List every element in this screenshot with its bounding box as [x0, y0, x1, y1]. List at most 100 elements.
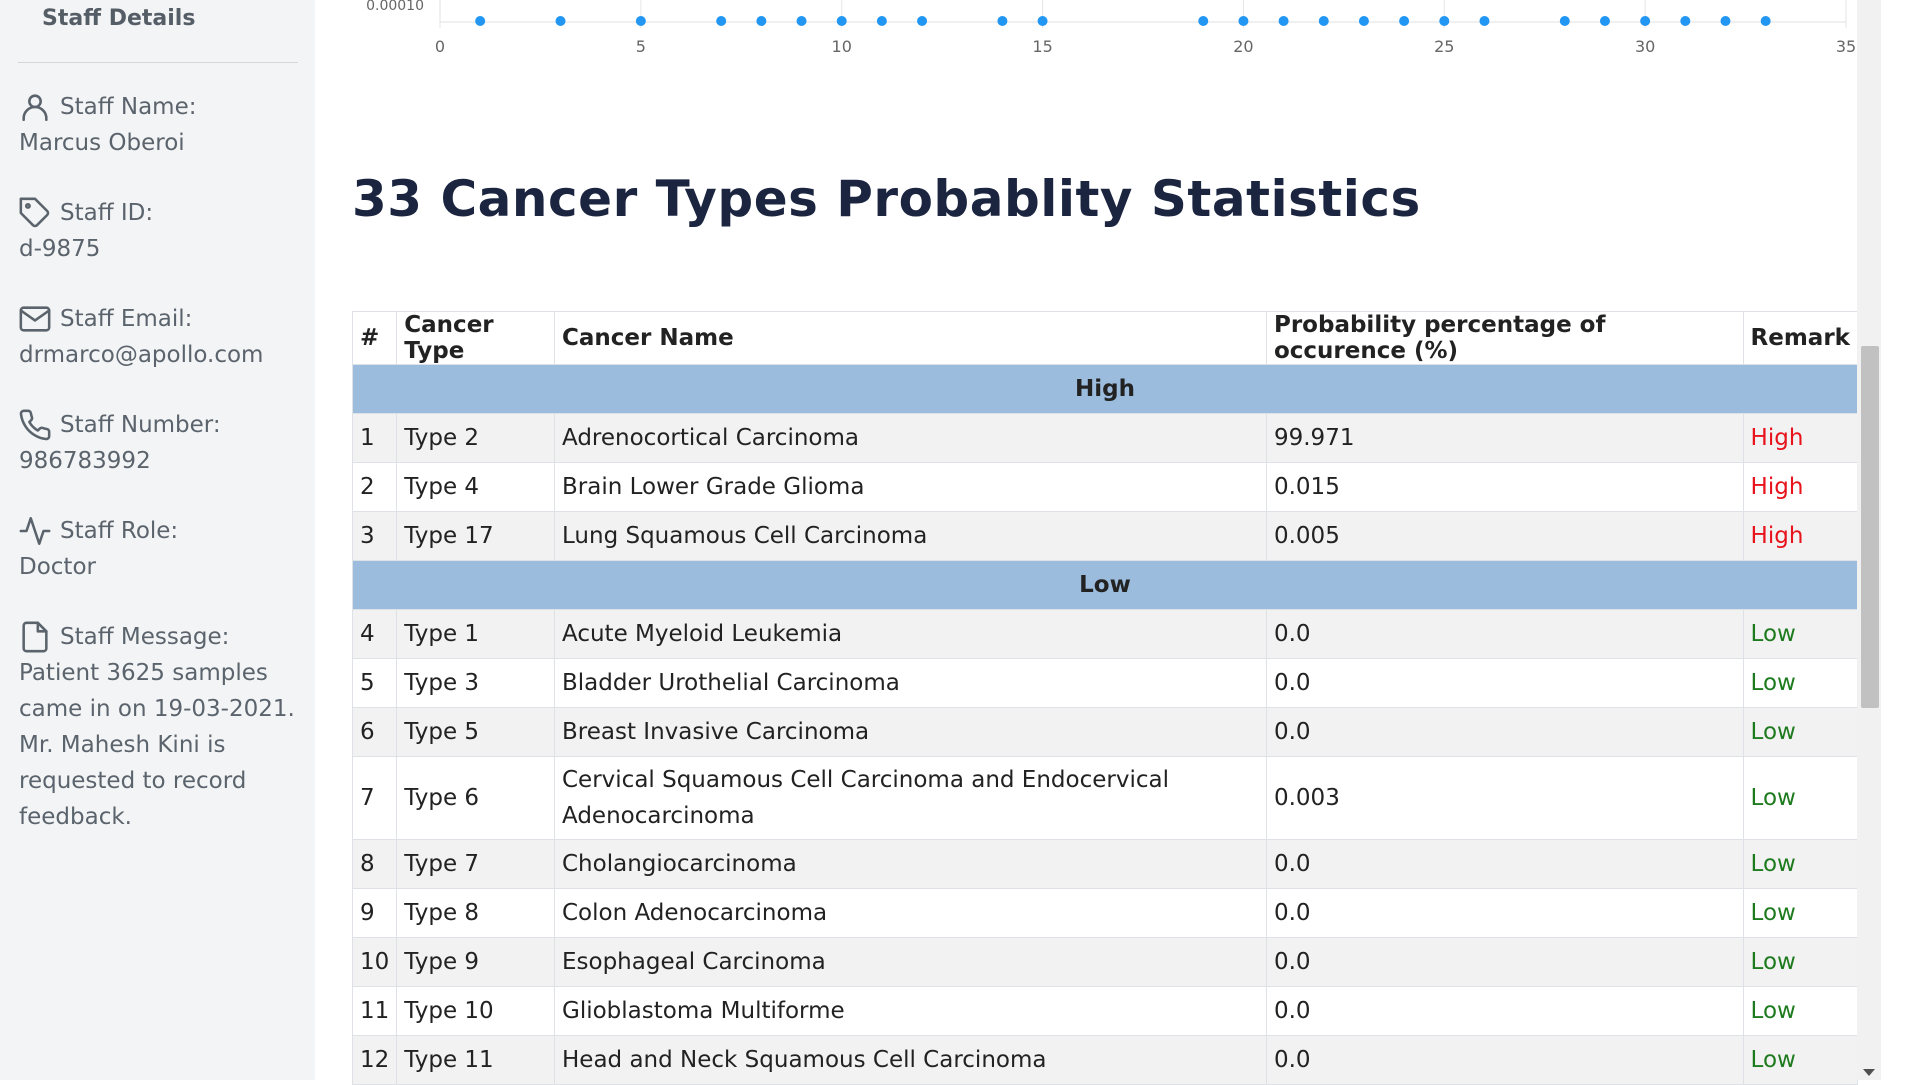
- cell-number: 12: [351, 1035, 398, 1085]
- cell-probability: 0.015: [1265, 462, 1744, 512]
- probability-scatter-chart: 0.00010 0 5 10 15 20 25 30 35: [366, 0, 1856, 56]
- cell-number: 10: [351, 937, 398, 987]
- data-point[interactable]: [997, 16, 1008, 26]
- data-point[interactable]: [1238, 16, 1249, 26]
- mail-icon: [19, 306, 51, 332]
- staff-message-label: Staff Message:: [60, 624, 230, 650]
- sidebar-title: Staff Details: [42, 6, 196, 31]
- data-point[interactable]: [1278, 16, 1289, 26]
- page-heading: 33 Cancer Types Probablity Statistics: [352, 170, 1421, 228]
- data-point[interactable]: [1680, 16, 1691, 26]
- cell-cancer-type: Type 3: [396, 658, 555, 708]
- cell-probability: 0.003: [1265, 756, 1744, 840]
- data-point[interactable]: [1479, 16, 1490, 26]
- cell-number: 1: [351, 413, 398, 463]
- cell-number: 4: [351, 609, 398, 659]
- cell-cancer-type: Type 9: [396, 937, 555, 987]
- data-point[interactable]: [1318, 16, 1329, 26]
- cell-cancer-name: Lung Squamous Cell Carcinoma: [554, 511, 1267, 561]
- cell-number: 3: [351, 511, 398, 561]
- data-point[interactable]: [1559, 16, 1570, 26]
- staff-email-label: Staff Email:: [60, 306, 193, 332]
- table-row: 9 Type 8 Colon Adenocarcinoma 0.0 Low: [351, 888, 1859, 938]
- staff-id-label: Staff ID:: [60, 200, 154, 226]
- cell-number: 9: [351, 888, 398, 938]
- cell-probability: 0.0: [1265, 609, 1744, 659]
- data-point[interactable]: [1640, 16, 1651, 26]
- data-point[interactable]: [1198, 16, 1209, 26]
- table-row: 8 Type 7 Cholangiocarcinoma 0.0 Low: [351, 839, 1859, 889]
- data-point[interactable]: [1358, 16, 1369, 26]
- cell-cancer-name: Glioblastoma Multiforme: [554, 986, 1267, 1036]
- data-point[interactable]: [1439, 16, 1450, 26]
- data-point[interactable]: [796, 16, 807, 26]
- page-scrollbar[interactable]: [1857, 0, 1881, 1080]
- x-tick-label: 0: [435, 37, 445, 56]
- file-icon: [22, 621, 48, 653]
- data-point[interactable]: [1399, 16, 1410, 26]
- data-point[interactable]: [555, 16, 566, 26]
- cell-cancer-name: Colon Adenocarcinoma: [554, 888, 1267, 938]
- staff-number-field: Staff Number: 986783992: [18, 407, 297, 479]
- x-tick-label: 20: [1233, 37, 1253, 56]
- data-point[interactable]: [1760, 16, 1771, 26]
- staff-id-field: Staff ID: d-9875: [18, 195, 297, 267]
- table-row: 7 Type 6 Cervical Squamous Cell Carcinoma …: [351, 756, 1859, 840]
- cell-cancer-name: Head and Neck Squamous Cell Carcinoma: [554, 1035, 1267, 1085]
- data-point[interactable]: [635, 16, 646, 26]
- cell-cancer-type: Type 4: [396, 462, 555, 512]
- data-point[interactable]: [475, 16, 486, 26]
- staff-id-value: d-9875: [19, 236, 101, 262]
- data-point[interactable]: [716, 16, 727, 26]
- group-row-low: Low: [352, 560, 1858, 610]
- tag-icon: [19, 197, 50, 228]
- sidebar-divider: [18, 62, 298, 63]
- cell-remark: Low: [1742, 839, 1859, 889]
- scroll-down-arrow-icon[interactable]: [1863, 1069, 1875, 1076]
- cell-remark: High: [1742, 413, 1859, 463]
- data-point[interactable]: [1720, 16, 1731, 26]
- staff-message-value: Patient 3625 samples came in on 19-03-20…: [19, 660, 295, 830]
- cell-number: 7: [351, 756, 398, 840]
- staff-name-label: Staff Name:: [60, 94, 197, 120]
- cell-cancer-name: Cervical Squamous Cell Carcinoma and End…: [554, 756, 1267, 840]
- staff-name-field: Staff Name: Marcus Oberoi: [18, 89, 297, 161]
- scrollbar-thumb[interactable]: [1861, 346, 1879, 708]
- table-row: 4 Type 1 Acute Myeloid Leukemia 0.0 Low: [351, 609, 1859, 659]
- table-header-row: # Cancer Type Cancer Name Probability pe…: [351, 311, 1859, 365]
- header-cancer-name: Cancer Name: [554, 311, 1267, 365]
- cell-cancer-type: Type 10: [396, 986, 555, 1036]
- table-row: 11 Type 10 Glioblastoma Multiforme 0.0 Low: [351, 986, 1859, 1036]
- cell-cancer-name: Cholangiocarcinoma: [554, 839, 1267, 889]
- activity-icon: [19, 516, 51, 546]
- cell-remark: Low: [1742, 986, 1859, 1036]
- staff-role-value: Doctor: [19, 554, 96, 580]
- cell-number: 2: [351, 462, 398, 512]
- x-tick-label: 10: [832, 37, 852, 56]
- data-point[interactable]: [1037, 16, 1048, 26]
- staff-details-sidebar: Staff Details Staff Name: Marcus Oberoi …: [0, 0, 315, 1080]
- x-tick-label: 25: [1434, 37, 1454, 56]
- cell-cancer-type: Type 7: [396, 839, 555, 889]
- cell-remark: Low: [1742, 1035, 1859, 1085]
- data-point[interactable]: [1599, 16, 1610, 26]
- staff-number-label: Staff Number:: [60, 412, 221, 438]
- cell-remark: Low: [1742, 937, 1859, 987]
- staff-role-label: Staff Role:: [60, 518, 179, 544]
- cell-remark: Low: [1742, 756, 1859, 840]
- data-point[interactable]: [917, 16, 928, 26]
- staff-number-value: 986783992: [19, 448, 151, 474]
- cell-cancer-type: Type 6: [396, 756, 555, 840]
- table-row: 10 Type 9 Esophageal Carcinoma 0.0 Low: [351, 937, 1859, 987]
- staff-message-field: Staff Message: Patient 3625 samples came…: [18, 619, 297, 835]
- cell-probability: 0.0: [1265, 658, 1744, 708]
- cell-remark: High: [1742, 462, 1859, 512]
- staff-name-value: Marcus Oberoi: [19, 130, 185, 156]
- staff-email-value: drmarco@apollo.com: [19, 342, 264, 368]
- data-point[interactable]: [876, 16, 887, 26]
- data-point[interactable]: [756, 16, 767, 26]
- table-row: 2 Type 4 Brain Lower Grade Glioma 0.015 High: [351, 462, 1859, 512]
- cell-cancer-name: Acute Myeloid Leukemia: [554, 609, 1267, 659]
- data-point[interactable]: [836, 16, 847, 26]
- cell-cancer-type: Type 5: [396, 707, 555, 757]
